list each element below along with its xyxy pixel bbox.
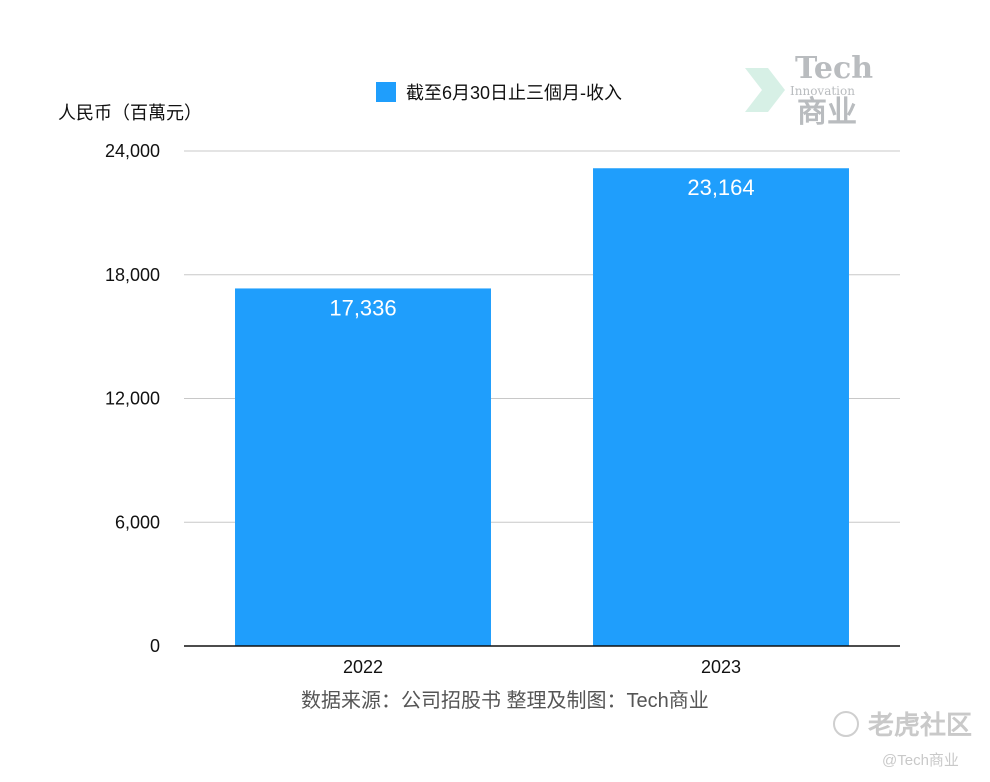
bar-2022 (235, 288, 491, 646)
y-tick-label: 12,000 (105, 389, 160, 409)
arrow-logo-icon (745, 68, 785, 112)
x-axis-categories: 2022 2023 (343, 657, 741, 677)
tiger-brand-text: 老虎社区 (868, 710, 972, 740)
legend: 截至6月30日止三個月-收入 (376, 82, 622, 103)
y-axis-ticks: 0 6,000 12,000 18,000 24,000 (105, 141, 160, 656)
bar-2023 (593, 168, 849, 646)
y-tick-label: 24,000 (105, 141, 160, 161)
source-note: 数据来源：公司招股书 整理及制图：Tech商业 (301, 689, 709, 712)
x-category-label: 2022 (343, 657, 383, 677)
y-tick-label: 0 (150, 636, 160, 656)
y-tick-label: 6,000 (115, 512, 160, 532)
tiger-community-watermark: 老虎社区 @Tech商业 (833, 710, 972, 769)
tech-logo-watermark: Tech Innovation 商业 (745, 51, 873, 129)
legend-label: 截至6月30日止三個月-收入 (406, 83, 622, 103)
y-axis-title: 人民币（百萬元） (58, 103, 202, 123)
data-label-2023: 23,164 (687, 175, 754, 200)
tiger-logo-icon (833, 711, 859, 737)
logo-innovation-text: Innovation (790, 84, 855, 98)
x-category-label: 2023 (701, 657, 741, 677)
y-tick-label: 18,000 (105, 265, 160, 285)
bars: 17,336 23,164 (235, 168, 849, 646)
legend-swatch (376, 82, 396, 102)
data-label-2022: 17,336 (329, 295, 396, 320)
logo-tech-text: Tech (795, 51, 873, 86)
logo-cn-text: 商业 (797, 96, 857, 129)
handle-text: @Tech商业 (882, 752, 959, 769)
